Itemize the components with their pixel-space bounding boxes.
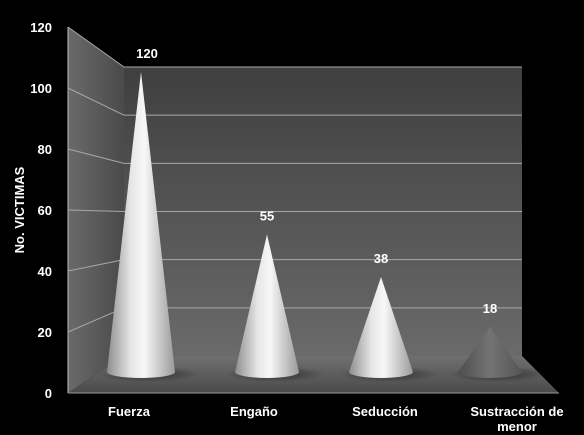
labels: 0 20 40 60 80 100 120 No. VICTIMAS 120 55 38 18 Fuer…: [12, 20, 564, 434]
value-label: 18: [483, 301, 497, 316]
y-tick-label: 40: [38, 264, 52, 279]
gridline-side: [67, 26, 125, 68]
value-label: 38: [374, 251, 388, 266]
x-tick-label: Fuerza: [108, 404, 151, 419]
gridline-side: [67, 209, 125, 212]
y-tick-label: 60: [38, 203, 52, 218]
gridline-side: [67, 259, 125, 272]
cones: [97, 71, 548, 382]
y-tick-label: 0: [45, 386, 52, 401]
y-tick-label: 100: [30, 81, 52, 96]
x-tick-label: Sustracción de: [470, 404, 563, 419]
value-label: 55: [260, 208, 274, 223]
x-tick-label: Engaño: [230, 404, 278, 419]
y-axis-title: No. VICTIMAS: [12, 166, 27, 253]
gridlines: [67, 26, 522, 333]
value-label: 120: [136, 46, 158, 61]
y-tick-label: 20: [38, 325, 52, 340]
gridline-side: [67, 87, 125, 116]
cone-bar: [458, 326, 522, 378]
cone-bar: [107, 71, 175, 378]
gridline-side: [67, 148, 125, 164]
y-tick-label: 80: [38, 142, 52, 157]
side-wall: [68, 27, 124, 393]
cone-bar: [235, 234, 299, 378]
y-tick-label: 120: [30, 20, 52, 35]
x-tick-label: Seducción: [352, 404, 418, 419]
cone-bar: [349, 276, 413, 378]
x-tick-label: menor: [497, 419, 537, 434]
